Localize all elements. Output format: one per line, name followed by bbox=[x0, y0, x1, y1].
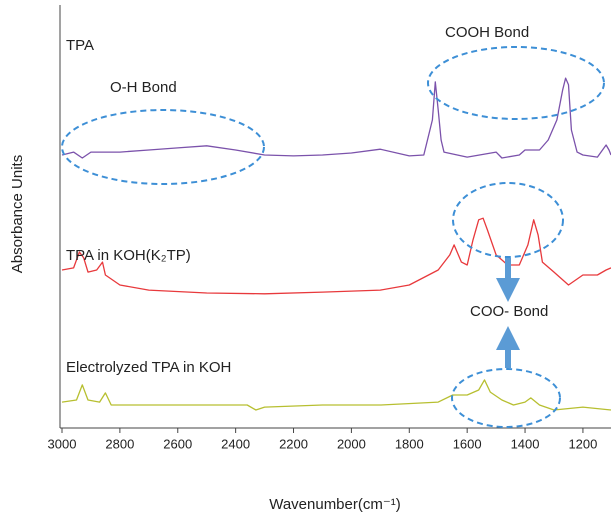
x-tick-label: 1400 bbox=[511, 436, 540, 451]
highlight bbox=[452, 182, 564, 258]
series-label: TPA bbox=[66, 37, 94, 54]
x-tick-label: 1800 bbox=[395, 436, 424, 451]
series-label: TPA in KOH(K₂TP) bbox=[66, 247, 191, 264]
x-tick-label: 2600 bbox=[163, 436, 192, 451]
spectrum-line bbox=[61, 77, 611, 159]
series-label: Electrolyzed TPA in KOH bbox=[66, 359, 231, 376]
annotation: COOH Bond bbox=[445, 24, 529, 41]
annotation: O-H Bond bbox=[110, 79, 177, 96]
x-tick-label: 2800 bbox=[105, 436, 134, 451]
annotation: COO- Bond bbox=[470, 303, 548, 320]
x-tick-label: 1600 bbox=[453, 436, 482, 451]
x-tick-label: 2200 bbox=[279, 436, 308, 451]
y-axis-label: Absorbance Units bbox=[9, 155, 26, 273]
highlight bbox=[61, 109, 265, 185]
spectrum-line bbox=[61, 379, 611, 411]
x-tick-label: 2400 bbox=[221, 436, 250, 451]
highlight bbox=[451, 368, 561, 428]
spectrum-line bbox=[61, 217, 611, 295]
x-tick-label: 1200 bbox=[568, 436, 597, 451]
x-tick-label: 2000 bbox=[337, 436, 366, 451]
x-axis-label: Wavenumber(cm⁻¹) bbox=[269, 496, 401, 513]
x-tick-label: 3000 bbox=[48, 436, 77, 451]
plot bbox=[61, 77, 611, 411]
highlight bbox=[427, 46, 605, 120]
